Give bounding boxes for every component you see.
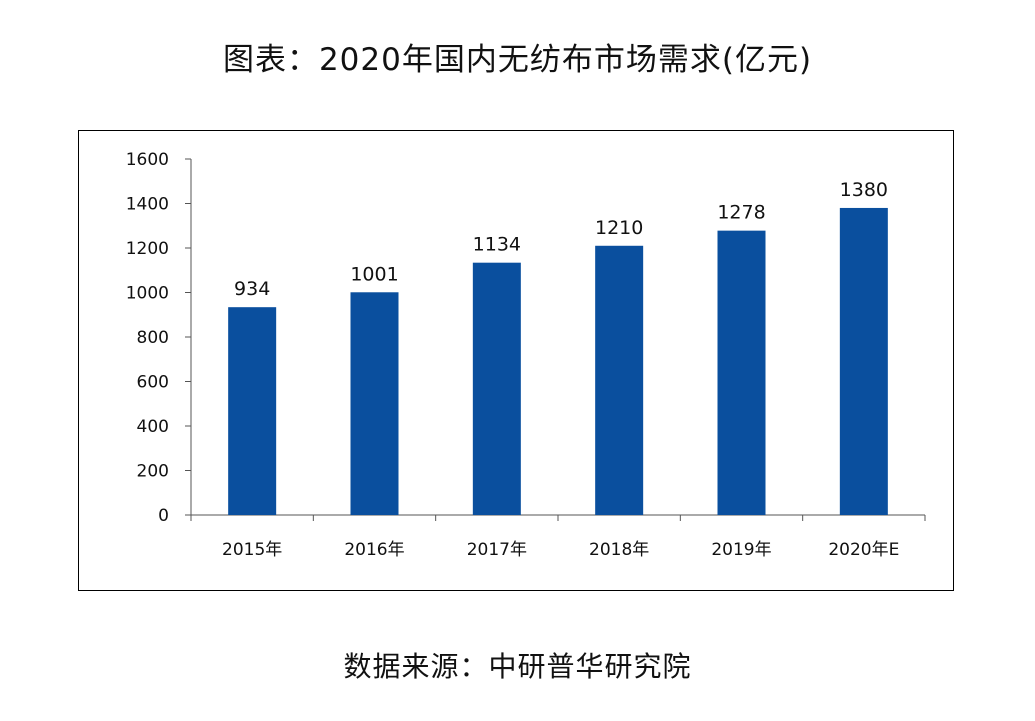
data-label: 1001: [350, 263, 398, 285]
bar-6: [839, 207, 888, 515]
y-tick-label: 800: [137, 328, 169, 348]
data-label: 934: [234, 278, 270, 300]
bar-1: [228, 307, 277, 515]
y-tick-label: 1200: [126, 239, 169, 259]
source-note: 数据来源：中研普华研究院: [343, 650, 692, 683]
bar-3: [472, 262, 521, 515]
y-tick-label: 1000: [126, 284, 169, 304]
x-tick-label: 2018年: [589, 540, 649, 560]
bar-2: [350, 292, 399, 515]
chart-frame: 0 200 400 600 800 1000 1200 1400 1600 934 2015年 100…: [78, 130, 954, 591]
x-tick-label: 2015年: [222, 540, 282, 560]
data-label: 1210: [595, 217, 643, 239]
x-tick-label: 2017年: [467, 540, 527, 560]
x-tick-label: 2016年: [344, 540, 404, 560]
y-tick-label: 1600: [126, 150, 169, 170]
x-tick-label: 2019年: [711, 540, 771, 560]
y-tick-label: 1400: [126, 195, 169, 215]
y-tick-label: 200: [137, 462, 169, 482]
y-tick-label: 0: [158, 506, 169, 526]
chart-title: 图表：2020年国内无纺布市场需求(亿元): [222, 42, 813, 78]
data-label: 1278: [717, 202, 765, 224]
bar-5: [717, 230, 766, 515]
data-label: 1380: [840, 179, 888, 201]
x-tick-label: 2020年E: [828, 540, 899, 560]
y-tick-label: 400: [137, 417, 169, 437]
data-label: 1134: [473, 234, 521, 256]
bar-chart: 0 200 400 600 800 1000 1200 1400 1600 934 2015年 100…: [126, 150, 926, 560]
y-tick-label: 600: [137, 373, 169, 393]
bar-4: [595, 245, 644, 515]
